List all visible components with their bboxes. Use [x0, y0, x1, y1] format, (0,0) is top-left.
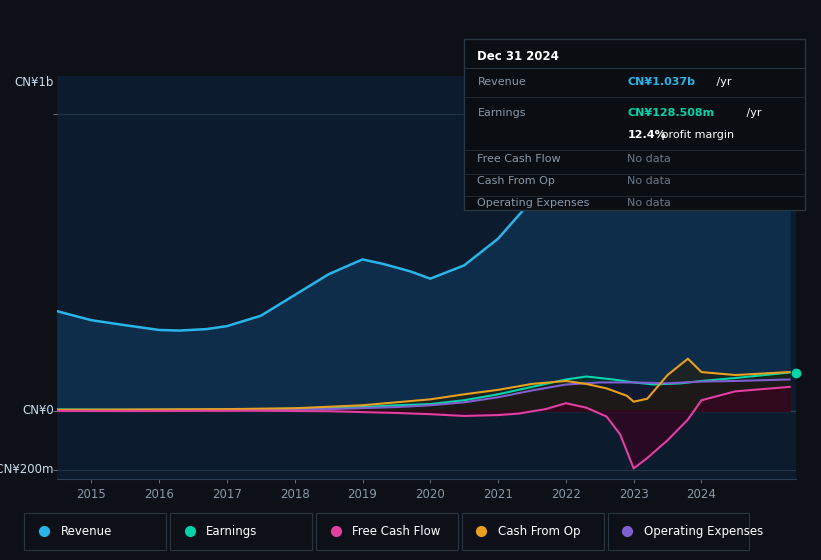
Text: Free Cash Flow: Free Cash Flow: [352, 525, 441, 538]
Text: CN¥128.508m: CN¥128.508m: [627, 108, 714, 118]
FancyBboxPatch shape: [464, 39, 805, 210]
Text: Operating Expenses: Operating Expenses: [644, 525, 763, 538]
FancyBboxPatch shape: [608, 512, 750, 550]
Text: No data: No data: [627, 198, 672, 208]
Text: 12.4%: 12.4%: [627, 130, 666, 140]
FancyBboxPatch shape: [170, 512, 312, 550]
Text: Earnings: Earnings: [206, 525, 258, 538]
FancyBboxPatch shape: [25, 512, 166, 550]
Text: /yr: /yr: [713, 77, 731, 87]
FancyBboxPatch shape: [461, 512, 603, 550]
Text: No data: No data: [627, 176, 672, 186]
Text: Cash From Op: Cash From Op: [498, 525, 580, 538]
Text: Earnings: Earnings: [478, 108, 526, 118]
Text: Free Cash Flow: Free Cash Flow: [478, 154, 561, 164]
Text: -CN¥200m: -CN¥200m: [0, 464, 54, 477]
Text: profit margin: profit margin: [658, 130, 734, 140]
Text: /yr: /yr: [743, 108, 762, 118]
Text: Dec 31 2024: Dec 31 2024: [478, 50, 559, 63]
FancyBboxPatch shape: [316, 512, 458, 550]
Text: CN¥1b: CN¥1b: [15, 76, 54, 88]
Text: CN¥1.037b: CN¥1.037b: [627, 77, 695, 87]
Text: Cash From Op: Cash From Op: [478, 176, 555, 186]
Text: Revenue: Revenue: [61, 525, 112, 538]
Text: Revenue: Revenue: [478, 77, 526, 87]
Text: No data: No data: [627, 154, 672, 164]
Text: Operating Expenses: Operating Expenses: [478, 198, 589, 208]
Text: CN¥0: CN¥0: [22, 404, 54, 417]
